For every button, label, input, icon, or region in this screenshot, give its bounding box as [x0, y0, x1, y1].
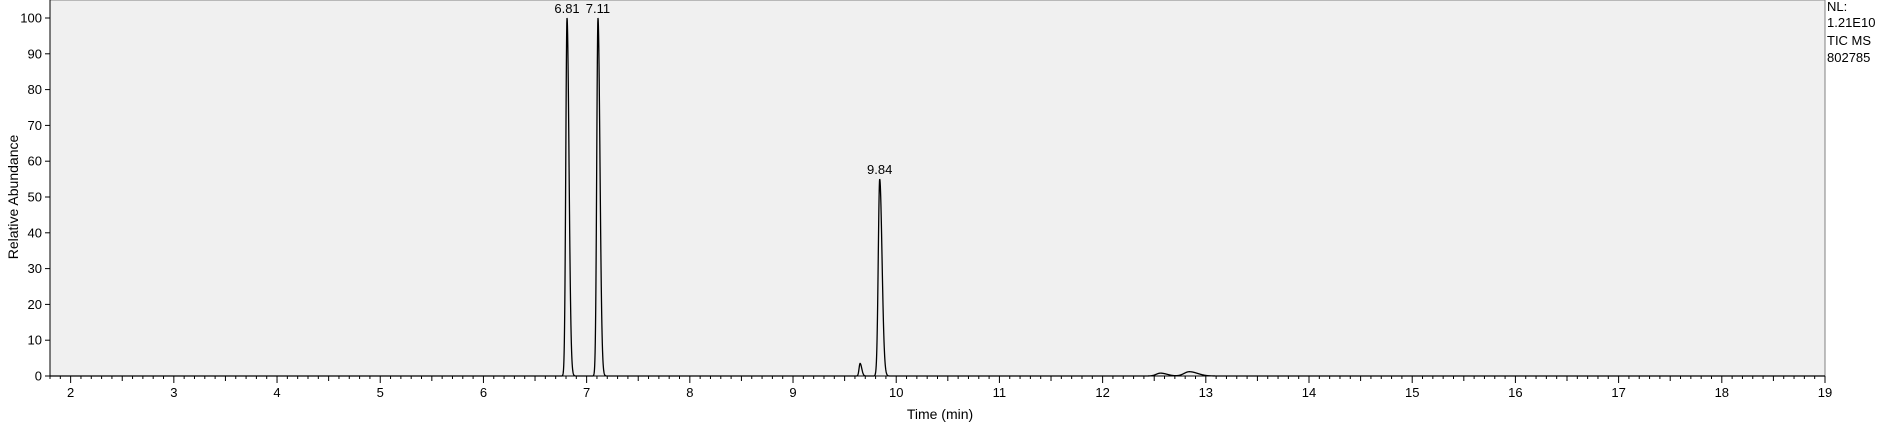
info-line-1: NL:	[1827, 0, 1847, 14]
y-tick-label: 60	[28, 154, 42, 169]
y-tick-label: 90	[28, 46, 42, 61]
peak-label: 7.11	[586, 1, 610, 16]
x-tick-label: 16	[1508, 385, 1522, 400]
y-tick-label: 0	[35, 369, 42, 384]
info-line-3: TIC MS	[1827, 33, 1871, 48]
y-tick-label: 40	[28, 225, 42, 240]
x-tick-label: 17	[1611, 385, 1625, 400]
x-axis: 2 3 4 5 6 7 8 9 10 11 12 13 14 15 16 17 18 19	[49, 375, 1832, 400]
y-tick-label: 100	[20, 11, 42, 26]
x-tick-label: 14	[1302, 385, 1316, 400]
x-tick-label: 3	[170, 385, 177, 400]
y-tick-label: 80	[28, 82, 42, 97]
x-tick-label: 9	[789, 385, 796, 400]
x-tick-label: 13	[1199, 385, 1213, 400]
x-tick-label: 15	[1405, 385, 1419, 400]
x-tick-label: 8	[686, 385, 693, 400]
peak-label: 6.81	[554, 1, 579, 16]
x-tick-label: 19	[1818, 385, 1832, 400]
x-tick-label: 5	[377, 385, 384, 400]
x-tick-label: 12	[1095, 385, 1109, 400]
x-axis-title: Time (min)	[907, 406, 973, 422]
x-tick-label: 2	[67, 385, 74, 400]
y-axis-title: Relative Abundance	[5, 135, 21, 260]
x-tick-label: 10	[889, 385, 903, 400]
x-tick-label: 18	[1715, 385, 1729, 400]
plot-area	[49, 0, 1826, 377]
x-tick-label: 11	[993, 385, 1007, 400]
y-tick-label: 70	[28, 118, 42, 133]
y-axis: 0 10 20 30 40 50 60 70 80 90 100	[20, 0, 51, 384]
peak-labels: 6.81 7.11 9.84	[554, 1, 892, 177]
x-tick-label: 6	[480, 385, 487, 400]
y-tick-label: 30	[28, 261, 42, 276]
x-tick-label: 4	[273, 385, 280, 400]
peak-label: 9.84	[867, 162, 892, 177]
x-tick-label: 7	[583, 385, 590, 400]
info-line-2: 1.21E10	[1827, 15, 1875, 30]
info-line-4: 802785	[1827, 50, 1870, 65]
y-tick-label: 50	[28, 190, 42, 205]
y-tick-label: 10	[28, 333, 42, 348]
normalization-info: NL: 1.21E10 TIC MS 802785	[1827, 0, 1875, 65]
y-tick-label: 20	[28, 297, 42, 312]
tic-trace-line	[50, 17, 1825, 377]
